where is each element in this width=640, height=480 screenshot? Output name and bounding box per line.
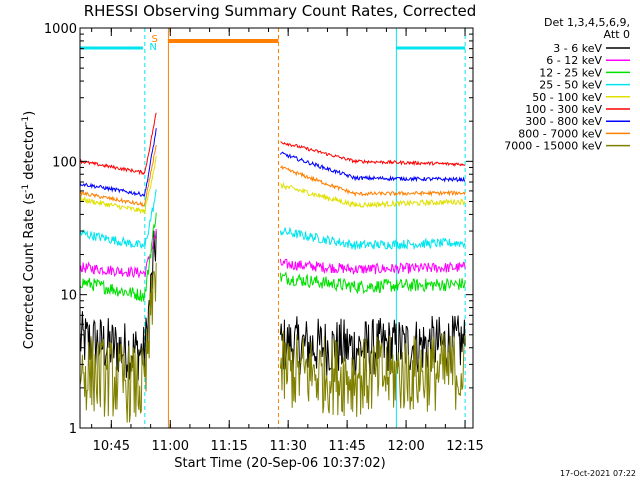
x-tick-label: 11:00 — [152, 439, 189, 454]
y-tick-label: 10 — [60, 289, 77, 304]
x-tick-label: 11:30 — [269, 439, 306, 454]
x-axis-label: Start Time (20-Sep-06 10:37:02) — [174, 456, 385, 471]
plot-area: SN — [79, 28, 466, 428]
series-2 — [79, 228, 466, 279]
series-9 — [79, 262, 466, 423]
legend-label-5: 50 - 100 keV — [532, 91, 602, 104]
series-6 — [79, 112, 466, 176]
x-tick-label: 10:45 — [93, 439, 130, 454]
flag-marker-s: S — [151, 34, 157, 45]
legend-label-6: 100 - 300 keV — [525, 103, 602, 116]
chart-title: RHESSI Observing Summary Count Rates, Co… — [84, 2, 477, 20]
generation-timestamp: 17-Oct-2021 07:22 — [560, 469, 636, 478]
legend-label-4: 25 - 50 keV — [539, 79, 602, 92]
legend-header-line-1: Det 1,3,4,5,6,9, — [544, 16, 630, 29]
y-axis-ticks: 1 10 100 1000 — [44, 22, 473, 437]
series-3 — [79, 212, 466, 302]
series-7-segment-2 — [279, 151, 466, 183]
series-2-segment-1 — [79, 228, 157, 279]
series-2-segment-2 — [279, 258, 466, 275]
series-4-segment-1 — [80, 189, 157, 250]
series-6-segment-1 — [79, 112, 157, 176]
x-tick-label: 12:00 — [387, 439, 424, 454]
series-8-segment-2 — [280, 164, 466, 198]
series-5 — [79, 155, 466, 214]
legend-label-8: 800 - 7000 keV — [518, 127, 602, 140]
legend-label-7: 300 - 800 keV — [525, 115, 602, 128]
plot-frame — [79, 27, 474, 429]
y-tick-label: 1000 — [44, 22, 77, 37]
legend-label-3: 12 - 25 keV — [539, 66, 602, 79]
legend-header-line-2: Att 0 — [604, 28, 630, 41]
series-8 — [79, 144, 466, 208]
y-tick-label: 1 — [69, 422, 77, 437]
series-7 — [79, 128, 466, 197]
series-5-segment-2 — [280, 181, 466, 209]
x-tick-label: 11:15 — [210, 439, 247, 454]
x-tick-label: 12:15 — [446, 439, 483, 454]
x-tick-label: 11:45 — [328, 439, 365, 454]
series-8-segment-1 — [79, 144, 157, 208]
series-7-segment-1 — [79, 128, 157, 197]
series-3-segment-1 — [79, 212, 157, 302]
x-axis-ticks: 10:45 11:00 11:15 11:30 11:45 12:00 12:15 — [91, 28, 484, 454]
y-axis-label: Corrected Count Rate (s-1 detector-1) — [21, 111, 37, 349]
y-tick-label: 100 — [52, 155, 77, 170]
series-5-segment-1 — [79, 155, 157, 214]
series-6-segment-2 — [280, 141, 466, 167]
legend-label-2: 6 - 12 keV — [546, 54, 602, 67]
series-3-segment-2 — [279, 271, 466, 295]
series-9-segment-2 — [279, 330, 466, 417]
legend-label-1: 3 - 6 keV — [553, 42, 602, 55]
series-9-segment-1 — [79, 262, 157, 423]
series-4 — [80, 189, 466, 251]
legend-label-9: 7000 - 15000 keV — [504, 140, 602, 153]
flag-marker-n: N — [149, 42, 156, 53]
series-4-segment-2 — [279, 226, 466, 251]
